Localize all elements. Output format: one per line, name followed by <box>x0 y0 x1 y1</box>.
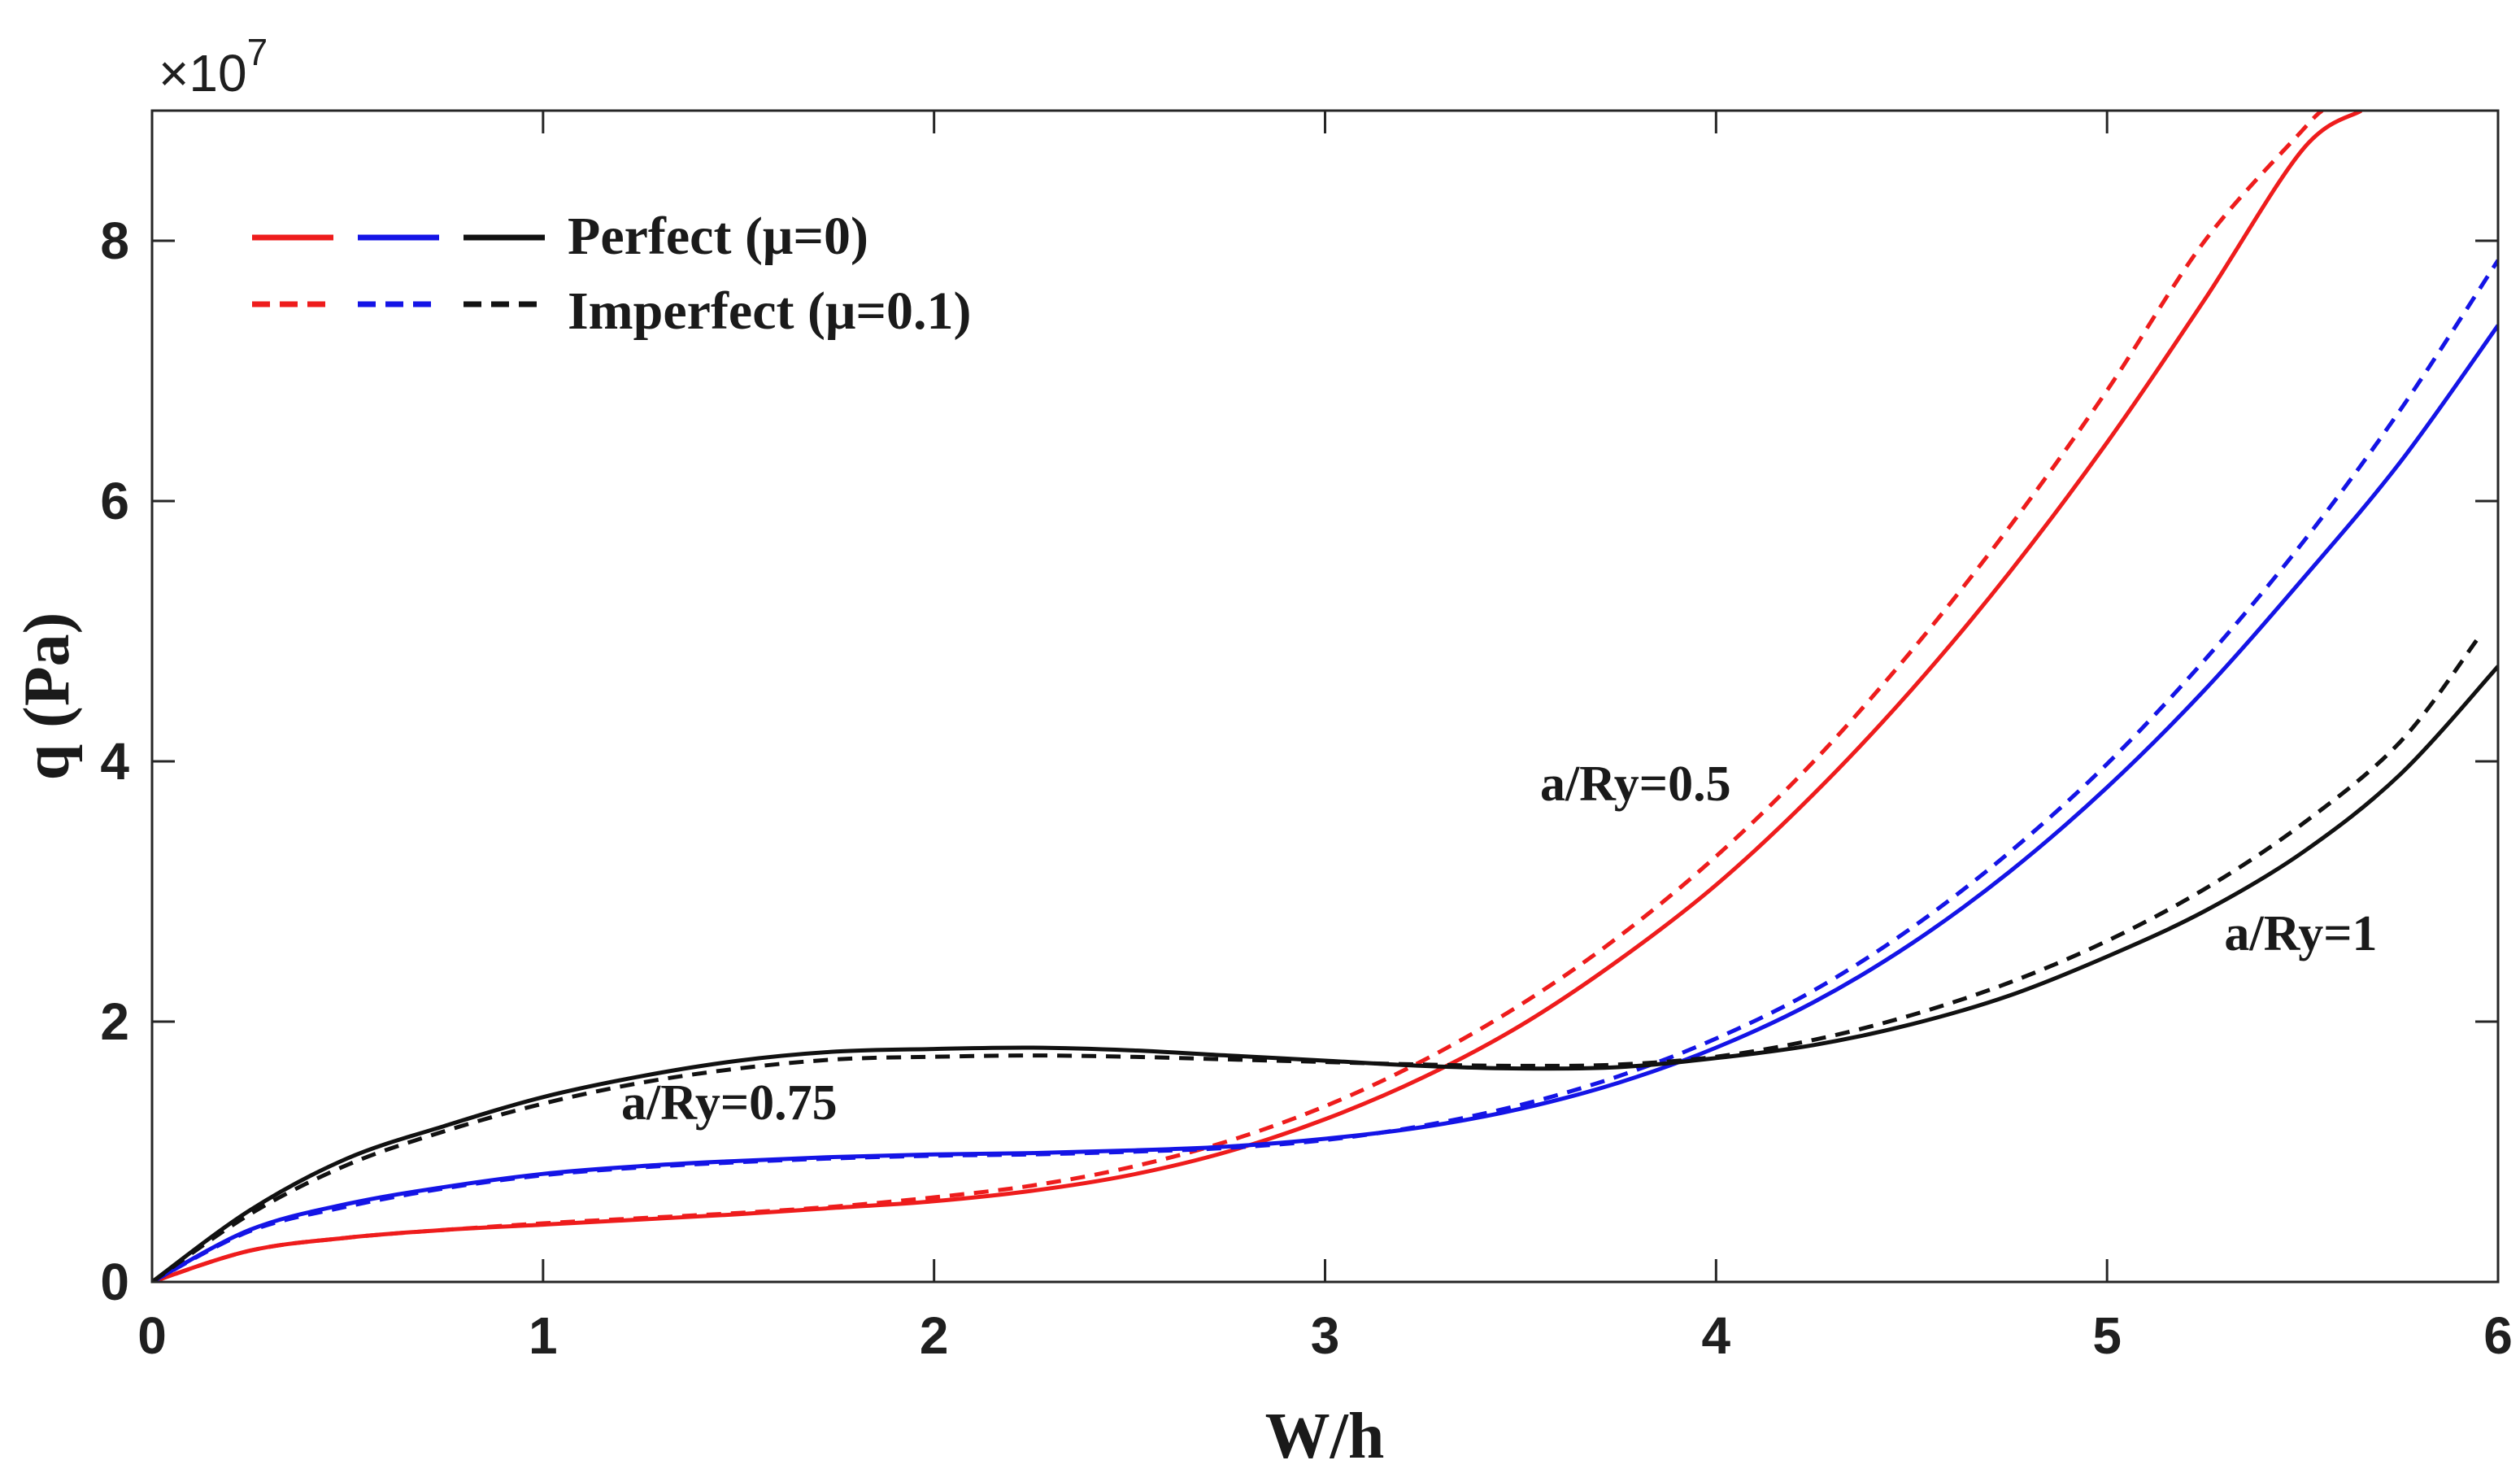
x-tick-label: 2 <box>920 1306 949 1365</box>
series-layer <box>152 111 2498 1282</box>
x-tick-label: 1 <box>529 1306 558 1365</box>
legend-label-imperfect: Imperfect (μ=0.1) <box>568 281 971 341</box>
annotation-a-ry-1: a/Ry=1 <box>2224 906 2377 961</box>
x-tick-label: 6 <box>2483 1306 2513 1365</box>
x-tick-label: 4 <box>1702 1306 1731 1365</box>
annotation-a-ry-0-5: a/Ry=0.5 <box>1540 756 1731 812</box>
y-axis-label: q (Pa) <box>11 612 83 781</box>
y-tick-label: 6 <box>100 472 129 530</box>
x-axis-label: W/h <box>1265 1401 1385 1465</box>
x-tick-label: 0 <box>137 1306 167 1365</box>
legend-entry-perfect: Perfect (μ=0) <box>252 207 868 266</box>
series-line-1 <box>152 111 2324 1282</box>
series-line-2 <box>152 324 2498 1282</box>
annotations-layer: a/Ry=0.5 a/Ry=0.75 a/Ry=1 <box>621 756 2378 1131</box>
x-tick-label: 3 <box>1311 1306 1340 1365</box>
legend: Perfect (μ=0) Imperfect (μ=0.1) <box>252 207 971 341</box>
series-line-5 <box>152 636 2480 1282</box>
legend-label-perfect: Perfect (μ=0) <box>568 207 868 266</box>
y-tick-label: 0 <box>100 1253 129 1311</box>
y-tick-label: 4 <box>100 732 129 791</box>
annotation-a-ry-0-75: a/Ry=0.75 <box>621 1075 838 1131</box>
ticks-layer: 0 1 2 3 4 5 6 0 2 4 6 8 <box>100 111 2513 1365</box>
plot-area <box>152 111 2498 1282</box>
y-tick-label: 2 <box>100 992 129 1051</box>
y-tick-label: 8 <box>100 211 129 270</box>
x-tick-label: 5 <box>2092 1306 2122 1365</box>
legend-entry-imperfect: Imperfect (μ=0.1) <box>252 281 971 341</box>
y-scale-multiplier: ×107 <box>159 31 268 102</box>
